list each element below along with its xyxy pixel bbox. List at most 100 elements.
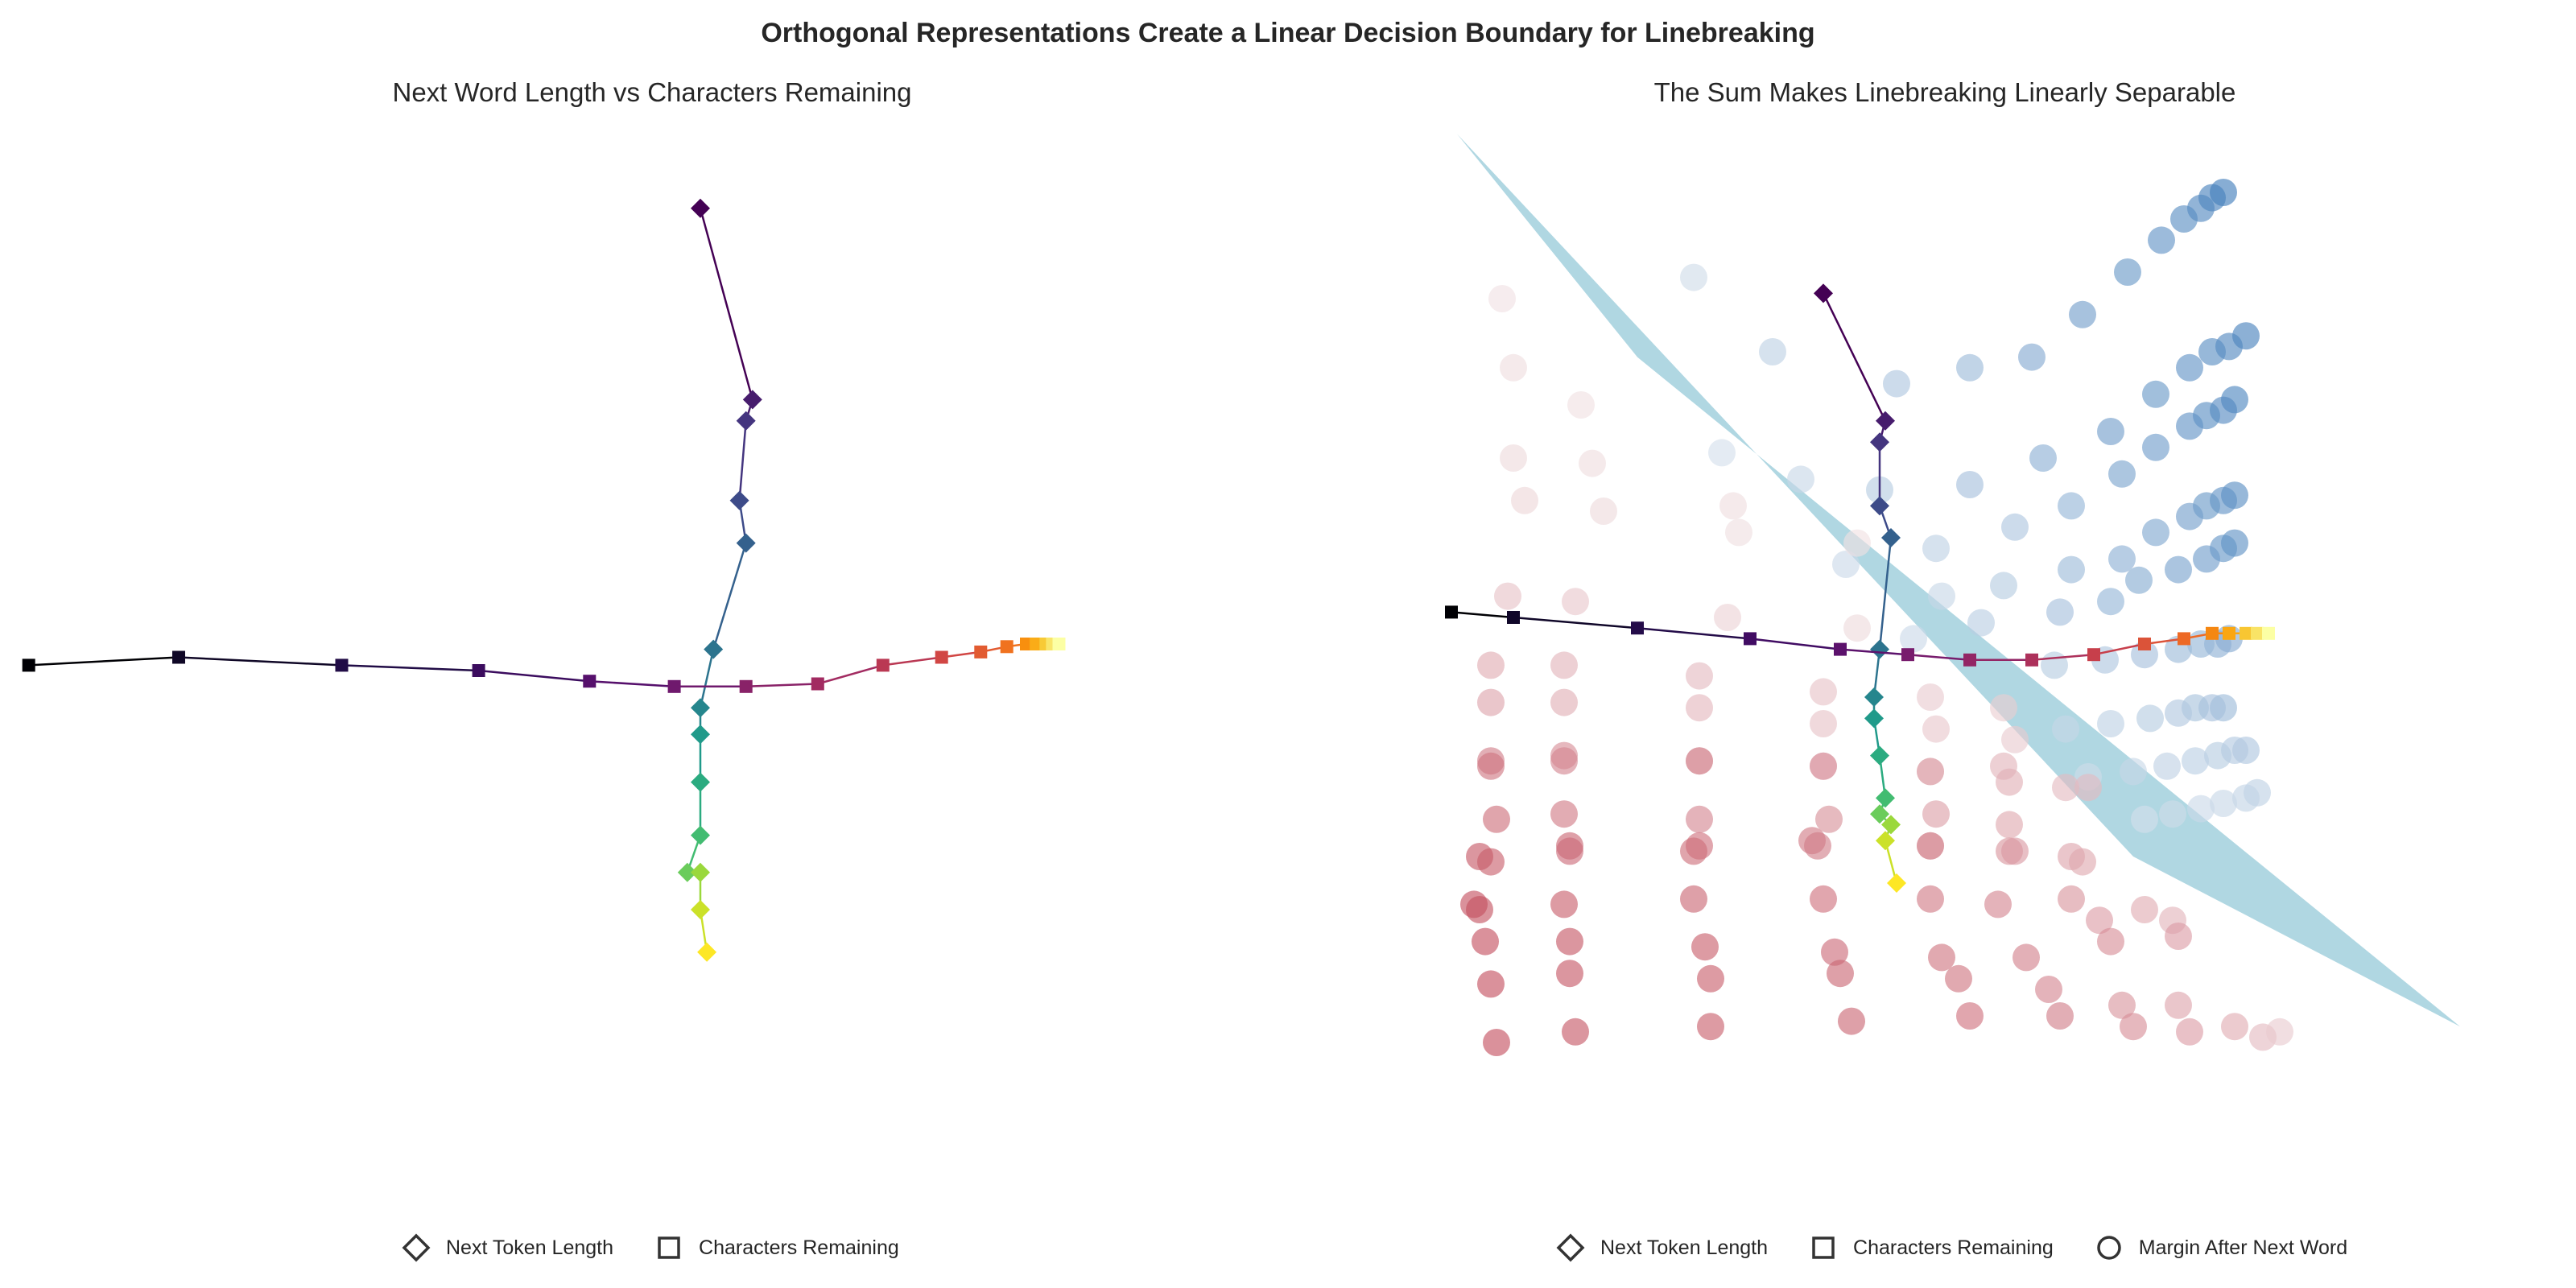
diamond-icon [402,1233,431,1262]
circle-icon [2097,1236,2121,1260]
chars-remaining-segment [2144,638,2185,646]
token-length-marker [742,390,762,410]
margin-point [2170,205,2198,233]
margin-point [1550,890,1578,919]
margin-point [1556,837,1583,865]
margin-point [1562,588,1589,616]
margin-point [2131,805,2158,833]
margin-point [2097,927,2124,956]
margin-point [1990,694,2017,722]
chars-remaining-marker [1020,638,1033,650]
chars-remaining-marker [1744,632,1757,646]
chars-remaining-segment [2093,642,2145,656]
margin-point [1550,747,1578,775]
margin-point [2148,226,2175,254]
margin-point [1680,885,1707,913]
chars-remaining-marker [1963,653,1976,667]
chars-remaining-marker [583,675,597,688]
diamond-icon [1556,1233,1585,1262]
chars-remaining-marker [1000,640,1013,654]
right-legend: Next Token Length Characters Remaining M… [1555,1232,2388,1264]
margin-point [1697,1013,1724,1041]
margin-point [1680,263,1707,291]
chars-remaining-marker [1507,611,1520,624]
margin-point [1550,651,1578,679]
chars-remaining-marker [2138,638,2151,650]
margin-point [2142,518,2169,547]
margin-point [2176,353,2203,382]
margin-point [1556,960,1583,988]
token-length-marker [1870,804,1889,824]
margin-point [1917,683,1944,711]
token-length-marker [1876,411,1895,431]
margin-point [2108,460,2136,488]
margin-point [1804,832,1831,860]
legend-label: Next Token Length [446,1236,614,1259]
margin-point [2204,741,2231,770]
chars-remaining-marker [667,679,681,693]
margin-point [1691,933,1719,961]
margin-point [1917,885,1944,913]
token-length-marker [1870,496,1889,516]
chars-remaining-segment [1749,638,1841,650]
margin-point [2108,991,2136,1019]
margin-point [2001,725,2029,753]
legend-label: Next Token Length [1600,1236,1769,1259]
chars-remaining-marker [172,650,185,664]
margin-point [2046,1002,2074,1030]
legend-label: Characters Remaining [1853,1236,2054,1259]
margin-point [2221,1013,2248,1041]
margin-point [2165,699,2192,727]
legend-item-characters-remaining: Characters Remaining [654,1232,899,1263]
margin-point [1815,805,1843,833]
legend-item-characters-remaining: Characters Remaining [1808,1232,2054,1263]
chars-remaining-segment [478,669,590,683]
margin-point [1787,465,1814,493]
margin-point [1466,896,1493,923]
margin-point [2142,380,2169,408]
margin-point [2013,943,2040,972]
margin-point [2052,715,2079,743]
legend-label: Characters Remaining [699,1236,899,1259]
chars-remaining-marker [2251,626,2264,640]
token-length-marker [691,698,710,718]
margin-point [1922,800,1950,828]
margin-point [2086,906,2113,935]
token-length-marker [1870,432,1889,452]
legend-item-next-token-length: Next Token Length [1555,1232,1768,1263]
margin-point [1725,518,1752,547]
margin-point [1477,752,1505,780]
margin-point [1511,486,1538,514]
separating-plane [1457,134,2460,1027]
chars-remaining-marker [1445,605,1458,619]
token-length-marker [736,533,756,553]
margin-point [2052,774,2079,802]
chars-remaining-marker [2206,626,2219,640]
margin-point [1956,1002,1984,1030]
token-length-segment [699,649,715,708]
margin-point [2097,588,2124,616]
chars-remaining-segment [745,683,818,688]
margin-point [1686,694,1713,722]
chars-remaining-marker [472,664,485,677]
chars-remaining-segment [1839,648,1909,656]
margin-point [2165,923,2192,950]
margin-point [2142,433,2169,461]
chars-remaining-marker [935,650,948,664]
margin-point [1483,805,1510,833]
margin-point [1900,625,1927,653]
margin-point [1838,1007,1865,1035]
margin-point [1686,747,1713,775]
margin-point [2210,790,2237,817]
margin-point [2058,885,2085,913]
margin-point [1550,800,1578,828]
margin-point [1562,1018,1589,1046]
margin-point [2125,566,2153,594]
token-length-marker [704,639,724,659]
margin-point [2120,1013,2147,1041]
margin-point [1477,688,1505,716]
chars-remaining-marker [1631,621,1644,635]
token-length-marker [1881,528,1901,547]
margin-point [2159,800,2186,828]
